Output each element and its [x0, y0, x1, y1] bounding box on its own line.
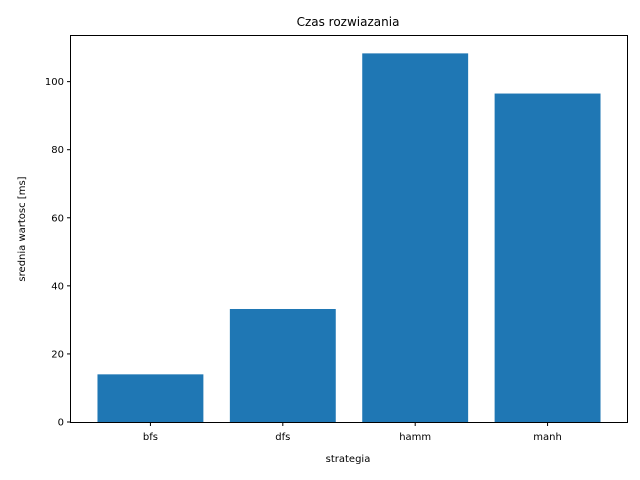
bar-hamm [362, 53, 469, 423]
y-tick-label: 0 [58, 418, 64, 429]
x-axis-ticks: bfs dfs hamm manh [143, 422, 562, 443]
y-axis-label: srednia wartosc [ms] [17, 176, 28, 281]
x-tick-label: bfs [143, 432, 158, 443]
y-tick-label: 100 [45, 77, 64, 88]
bars-group [97, 53, 601, 423]
plot-frame [70, 35, 628, 423]
chart-title: Czas rozwiazania [297, 15, 400, 29]
y-axis-ticks: 0 20 40 60 80 100 [45, 77, 71, 429]
y-tick-label: 20 [51, 349, 64, 360]
x-tick-label: manh [533, 432, 562, 443]
bar-manh [494, 93, 601, 423]
y-tick-label: 60 [51, 213, 64, 224]
bar-bfs [97, 374, 204, 422]
bar-dfs [229, 308, 336, 422]
x-tick-label: hamm [399, 432, 431, 443]
y-tick-label: 40 [51, 281, 64, 292]
x-tick-label: dfs [275, 432, 290, 443]
x-axis-label: strategia [326, 454, 371, 465]
y-tick-label: 80 [51, 145, 64, 156]
